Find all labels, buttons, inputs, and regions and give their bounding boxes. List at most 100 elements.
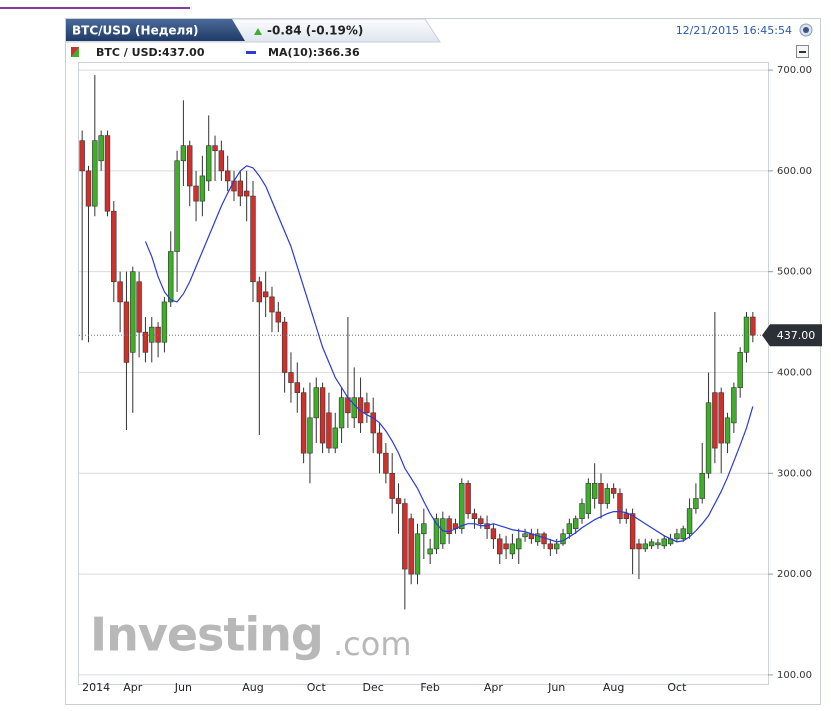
candle-body: [130, 271, 136, 353]
candle-body: [674, 533, 680, 540]
candle-body: [275, 311, 282, 323]
title: BTC/USD (Неделя): [72, 24, 199, 38]
candle-body: [123, 301, 130, 363]
candle-body: [104, 135, 111, 212]
candle-body: [661, 538, 667, 547]
change: -0.84 (-0.19%): [267, 24, 363, 38]
candle-body: [547, 543, 554, 550]
candle-body: [471, 513, 478, 519]
candle-body: [300, 392, 307, 454]
candle-body: [370, 412, 376, 434]
x-tick-label: Jun: [547, 681, 565, 694]
candle-body: [591, 483, 598, 499]
legend-icon-up: [71, 47, 79, 57]
candle-body: [743, 316, 750, 353]
x-tick-label: Apr: [484, 681, 504, 694]
candle-body: [243, 190, 250, 197]
candle-body: [149, 326, 155, 343]
candle-body: [206, 145, 212, 182]
candle-body: [648, 541, 655, 547]
candle-body: [680, 528, 686, 540]
candle-body: [636, 543, 642, 550]
x-tick-label: Jun: [174, 681, 192, 694]
candle-body: [421, 523, 427, 535]
candle-body: [623, 513, 629, 519]
candle-body: [307, 417, 313, 454]
candle-body: [516, 538, 522, 550]
candle-body: [610, 488, 617, 494]
candle-body: [446, 518, 452, 535]
candle-body: [604, 488, 611, 504]
change-icon: [254, 28, 262, 35]
x-tick-label: Dec: [363, 681, 384, 694]
candle-body: [256, 281, 263, 303]
candle-body: [142, 331, 149, 353]
candle-body: [579, 503, 585, 519]
watermark-suffix: .com: [333, 625, 412, 663]
candle-body: [351, 397, 357, 419]
y-tick-label: 400.00: [777, 367, 812, 378]
candle-body: [395, 498, 402, 504]
candle-body: [522, 533, 528, 538]
y-tick-label: 300.00: [777, 468, 812, 479]
candle-body: [585, 483, 592, 514]
legend-ma-icon: [246, 51, 256, 54]
candle-body: [686, 508, 693, 535]
ma-line: [144, 165, 754, 543]
candle-body: [199, 175, 206, 202]
frame: [65, 18, 821, 705]
x-tick-label: Aug: [603, 681, 624, 694]
candle-body: [155, 326, 161, 343]
candle-body: [598, 483, 604, 504]
x-tick-label: 2014: [82, 681, 110, 694]
candle-body: [294, 382, 300, 393]
candle-body: [98, 135, 104, 162]
candle-body: [288, 372, 294, 383]
candle-body: [218, 150, 225, 172]
y-tick-label: 200.00: [777, 569, 812, 580]
candle-body: [427, 548, 433, 555]
candle-body: [699, 473, 705, 499]
title-tab: [66, 19, 245, 41]
x-tick-label: Aug: [242, 681, 263, 694]
candle-body: [250, 195, 256, 283]
legend-ma: MA(10):366.36: [268, 46, 360, 59]
candle-body: [560, 533, 566, 545]
candle-body: [433, 518, 440, 550]
candle-body: [319, 387, 326, 444]
candle-body: [180, 145, 187, 162]
candle-body: [376, 432, 383, 454]
candle-body: [617, 493, 623, 519]
candle-body: [693, 498, 699, 509]
candle-body: [718, 392, 724, 444]
candle-body: [642, 543, 648, 550]
candle-body: [459, 483, 465, 530]
candle-body: [414, 533, 421, 575]
candle-body: [193, 185, 199, 202]
candle-body: [117, 281, 123, 303]
y-tick-label: 600.00: [777, 166, 812, 177]
candle-body: [389, 473, 395, 499]
candle-body: [174, 160, 180, 252]
candle-body: [712, 392, 718, 449]
candle-body: [737, 352, 743, 388]
last-price-label: 437.00: [777, 329, 816, 342]
candle-body: [572, 518, 579, 530]
candle-body: [629, 513, 636, 550]
candle-body: [161, 301, 168, 343]
candle-body: [364, 402, 370, 414]
candle-body: [237, 180, 244, 197]
candle-body: [168, 251, 174, 303]
candle-body: [553, 543, 560, 550]
candle-body: [313, 387, 319, 419]
candle-body: [509, 543, 516, 555]
candle-body: [338, 397, 345, 429]
candle-body: [490, 528, 497, 540]
candle-body: [478, 518, 484, 525]
candle-body: [408, 518, 414, 575]
candle-body: [212, 145, 218, 152]
candle-body: [731, 387, 737, 424]
candle-body: [187, 145, 193, 187]
